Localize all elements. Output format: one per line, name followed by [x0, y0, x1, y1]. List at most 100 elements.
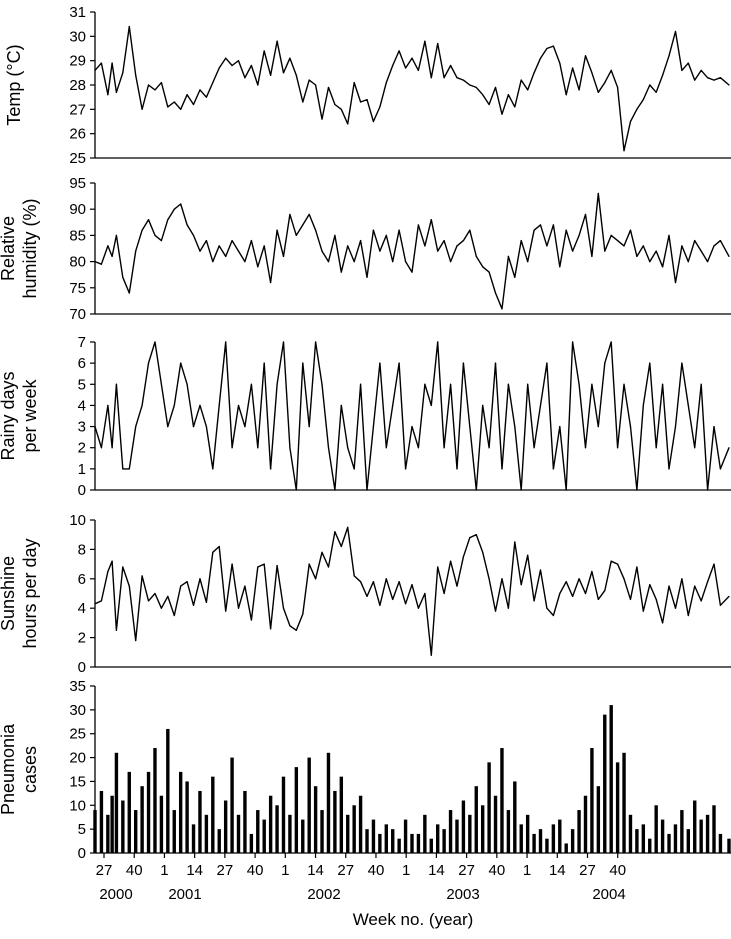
- data-point: [572, 67, 574, 69]
- bar: [121, 800, 125, 853]
- data-point: [449, 261, 452, 263]
- data-point: [359, 240, 362, 242]
- data-point: [359, 101, 362, 103]
- y-tick-label: 80: [69, 254, 86, 271]
- data-point: [404, 603, 407, 605]
- data-point: [372, 581, 375, 583]
- data-point: [706, 261, 709, 263]
- data-point: [424, 592, 426, 595]
- x-tick-label: 27: [96, 862, 113, 879]
- data-point: [366, 99, 368, 101]
- data-point: [160, 383, 162, 385]
- data-point: [111, 560, 113, 562]
- data-point: [192, 103, 195, 106]
- bar: [564, 843, 568, 853]
- bar: [654, 805, 658, 853]
- panel-4: 0 2 4 6 8 10 Sunshine hours per day: [0, 512, 731, 676]
- bar: [416, 833, 421, 853]
- data-point: [186, 383, 188, 385]
- data-point: [642, 99, 644, 101]
- data-point: [276, 383, 278, 385]
- bar: [455, 819, 459, 853]
- data-point: [565, 581, 567, 583]
- data-point: [719, 77, 722, 79]
- data-point: [527, 261, 529, 263]
- bar: [429, 838, 433, 853]
- data-point: [302, 613, 304, 615]
- series-line: [94, 192, 730, 310]
- data-point: [706, 581, 709, 583]
- x-tick-label: 14: [186, 862, 203, 879]
- data-point: [321, 118, 323, 120]
- data-point: [392, 261, 394, 263]
- data-point: [334, 103, 336, 106]
- data-point: [212, 261, 214, 263]
- data-point: [694, 240, 696, 242]
- data-point: [225, 255, 227, 257]
- data-point: [469, 229, 471, 231]
- data-point: [379, 362, 381, 364]
- bar: [705, 814, 710, 853]
- bar: [577, 810, 581, 853]
- bar: [686, 829, 691, 853]
- bar: [281, 776, 286, 853]
- x-axis-title: Week no. (year): [353, 910, 474, 929]
- bar: [110, 795, 114, 853]
- data-point: [276, 229, 278, 231]
- data-point: [276, 40, 278, 42]
- data-point: [649, 362, 651, 364]
- bar: [693, 800, 697, 853]
- data-point: [340, 404, 342, 407]
- panel-1: 25 26 27 28 29 30 31 Temp (°C): [4, 4, 731, 167]
- data-point: [417, 69, 420, 71]
- bar: [727, 838, 731, 853]
- data-point: [572, 341, 574, 343]
- data-point: [437, 43, 439, 45]
- data-point: [94, 69, 96, 71]
- data-point: [501, 578, 503, 580]
- data-point: [728, 595, 730, 598]
- data-point: [141, 575, 143, 577]
- data-point: [610, 234, 612, 236]
- data-point: [186, 94, 188, 96]
- data-point: [687, 62, 689, 64]
- data-point: [398, 581, 400, 583]
- y-tick-label: 26: [69, 126, 86, 143]
- data-point: [623, 245, 625, 247]
- data-point: [295, 629, 297, 631]
- data-point: [411, 271, 413, 273]
- data-point: [565, 489, 567, 491]
- bar: [326, 752, 331, 853]
- data-point: [398, 50, 400, 52]
- data-point: [327, 447, 330, 449]
- bar: [352, 805, 356, 853]
- bar: [333, 790, 337, 853]
- data-point: [572, 595, 574, 598]
- data-point: [430, 219, 432, 221]
- data-point: [475, 534, 477, 536]
- data-point: [584, 592, 587, 595]
- data-point: [244, 261, 246, 263]
- data-point: [308, 425, 310, 428]
- y-axis-label-line: Temp (°C): [4, 44, 24, 125]
- bar: [365, 829, 369, 853]
- bar: [243, 790, 247, 853]
- y-axis-label: Relative humidity (%): [0, 198, 40, 298]
- data-point: [655, 598, 657, 600]
- data-point: [327, 86, 330, 89]
- data-point: [533, 72, 535, 74]
- data-point: [501, 308, 503, 310]
- data-point: [276, 564, 278, 567]
- bar: [622, 752, 626, 853]
- x-tick-label: 27: [217, 862, 234, 879]
- data-point: [539, 404, 542, 407]
- data-point: [649, 584, 651, 586]
- series-line: [94, 526, 730, 656]
- data-point: [186, 224, 188, 226]
- data-point: [584, 213, 587, 216]
- data-point: [662, 383, 664, 385]
- data-point: [655, 91, 657, 93]
- bar: [268, 795, 273, 853]
- data-point: [289, 57, 291, 59]
- data-point: [507, 607, 509, 609]
